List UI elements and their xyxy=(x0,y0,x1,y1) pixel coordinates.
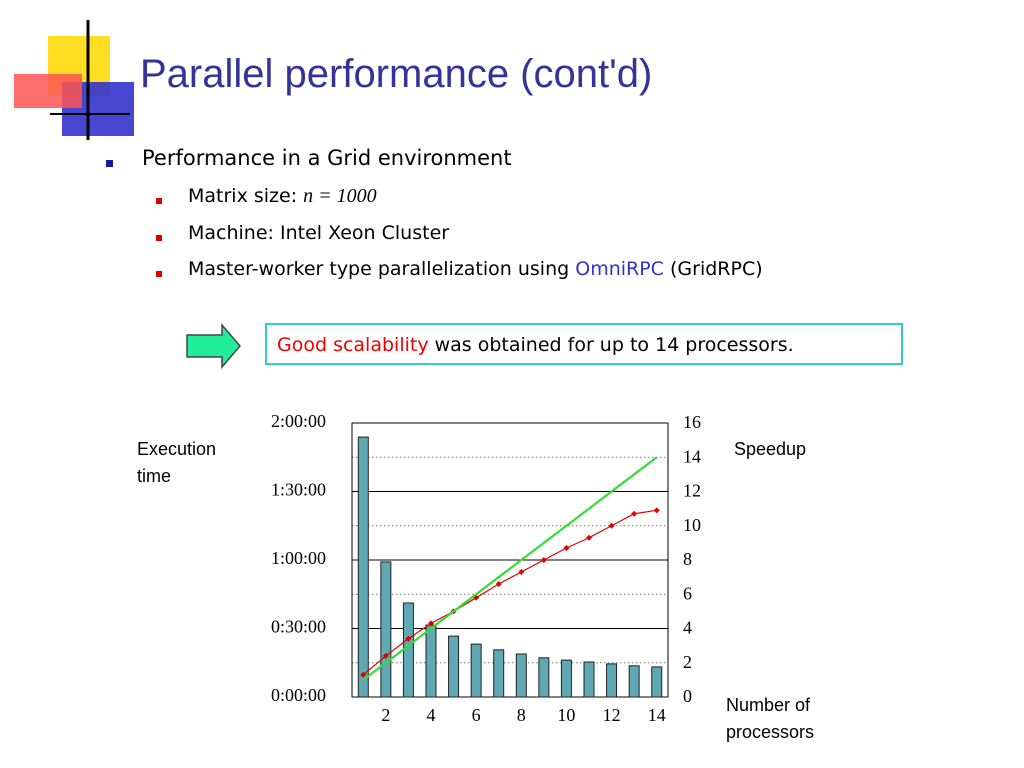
callout: Good scalability was obtained for up to … xyxy=(265,323,903,365)
y2-tick-label: 12 xyxy=(683,481,701,501)
sub-bullet: Master-worker type parallelization using… xyxy=(188,258,763,280)
line xyxy=(362,509,657,676)
marker xyxy=(405,635,412,642)
slide-title: Parallel performance (cont'd) xyxy=(140,52,653,96)
x-tick-label: 14 xyxy=(648,705,666,725)
y2-tick-label: 16 xyxy=(683,412,701,432)
plot-frame xyxy=(351,422,669,698)
x-tick-label: 8 xyxy=(517,705,526,725)
sub-bullet: Matrix size: n = 1000 xyxy=(188,185,377,208)
marker xyxy=(540,557,547,563)
y2-tick-label: 4 xyxy=(683,618,692,638)
marker xyxy=(608,522,615,529)
bar xyxy=(583,661,595,698)
y2-tick-label: 0 xyxy=(683,686,692,706)
bar xyxy=(470,643,482,698)
y-tick-label: 1:00:00 xyxy=(271,548,326,568)
x-tick-label: 2 xyxy=(381,705,390,725)
text: Matrix size: xyxy=(188,185,298,207)
marker xyxy=(518,568,525,575)
bar xyxy=(628,665,640,698)
y-tick-label: 2:00:00 xyxy=(271,411,326,431)
link: OmniRPC xyxy=(575,258,664,280)
y2-tick-label: 10 xyxy=(683,515,701,535)
text: was obtained for up to 14 processors. xyxy=(434,334,794,356)
y-axis-label: Execution time xyxy=(137,439,217,486)
x-tick-label: 6 xyxy=(472,705,481,725)
text: (GridRPC) xyxy=(670,258,763,280)
x-axis-label: Number of processors xyxy=(726,695,815,742)
y2-tick-label: 2 xyxy=(683,652,692,672)
y2-tick-label: 6 xyxy=(683,583,692,603)
bar xyxy=(493,649,505,698)
logo-red xyxy=(14,74,82,108)
line xyxy=(362,456,658,681)
bar xyxy=(448,635,460,698)
bar xyxy=(560,659,572,698)
y2-axis-label: Speedup xyxy=(734,439,807,459)
bar xyxy=(425,624,437,698)
y-tick-label: 1:30:00 xyxy=(271,480,326,500)
bullet: Performance in a Grid environment xyxy=(142,146,512,170)
y2-tick-label: 14 xyxy=(683,446,701,466)
arrow xyxy=(186,322,241,370)
bullet-marker xyxy=(156,271,162,277)
marker xyxy=(382,652,389,659)
bar xyxy=(651,666,663,698)
marker xyxy=(563,545,570,552)
x-tick-label: 10 xyxy=(557,705,575,725)
bar xyxy=(357,436,369,698)
sub-bullet: Machine: Intel Xeon Cluster xyxy=(188,222,450,244)
marker xyxy=(495,580,502,587)
bar xyxy=(380,561,392,698)
marker xyxy=(428,620,434,627)
highlight: Good scalability xyxy=(277,334,429,356)
marker xyxy=(631,510,638,517)
bar xyxy=(538,657,550,698)
x-tick-label: 4 xyxy=(427,705,436,725)
bar xyxy=(402,602,414,698)
marker xyxy=(360,671,367,678)
chart: 0:00:00 0:30:00 1:00:00 1:30:00 2:00:00 0 2 4 6 8… xyxy=(271,411,701,725)
formula: n = 1000 xyxy=(303,185,377,207)
bullet-marker xyxy=(156,235,162,241)
bullet-marker xyxy=(106,160,113,167)
y2-tick-label: 8 xyxy=(683,549,692,569)
y-tick-label: 0:30:00 xyxy=(271,617,326,637)
marker xyxy=(586,534,592,541)
bullet-marker xyxy=(156,198,162,204)
bar xyxy=(515,653,527,698)
x-tick-label: 12 xyxy=(603,705,621,725)
y-tick-label: 0:00:00 xyxy=(271,685,326,705)
text: Master-worker type parallelization using xyxy=(188,258,570,280)
marker xyxy=(653,507,660,514)
bar xyxy=(606,663,618,698)
